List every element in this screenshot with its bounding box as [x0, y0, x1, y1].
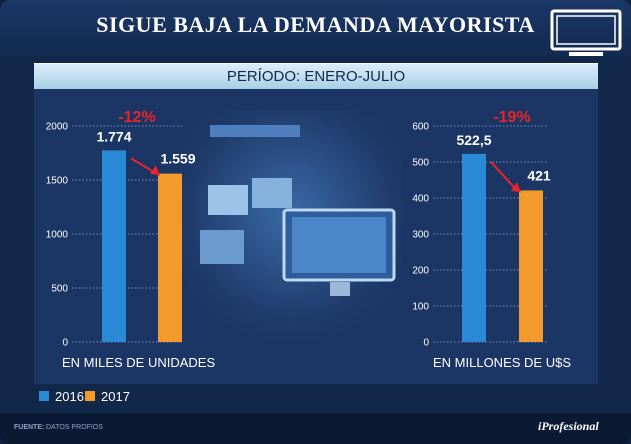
change-arrow-head: [150, 165, 160, 176]
brand-logo: iProfesional: [538, 419, 599, 433]
data-label-2017: 421: [527, 167, 551, 183]
y-tick-label: 500: [412, 158, 429, 169]
period-label: PERÍODO: ENERO-JULIO: [226, 68, 406, 85]
period-bar: PERÍODO: ENERO-JULIO: [34, 63, 598, 89]
legend-label-2017: 2017: [101, 389, 130, 404]
y-tick-label: 1500: [46, 176, 69, 187]
page-title: SIGUE BAJA LA DEMANDA MAYORISTA: [96, 12, 535, 37]
y-tick-label: 0: [423, 338, 429, 349]
change-label: -19%: [493, 109, 530, 126]
bar-2017: [519, 190, 543, 342]
change-arrow-line: [130, 157, 156, 174]
y-tick-label: 300: [412, 230, 429, 241]
y-tick-label: 200: [412, 266, 429, 277]
change-arrow-line: [490, 161, 517, 191]
footer-band: [0, 413, 631, 444]
y-tick-label: 1000: [46, 230, 69, 241]
source-label: FUENTE:: [14, 424, 45, 431]
data-label-2016: 522,5: [456, 132, 491, 148]
x-axis-label: EN MILLONES DE U$S: [433, 355, 571, 370]
legend-label-2016: 2016: [55, 389, 84, 404]
legend-swatch-2016: [39, 391, 49, 401]
tv-icon: [550, 9, 622, 56]
y-tick-label: 400: [412, 194, 429, 205]
bar-2016: [102, 150, 126, 342]
y-tick-label: 600: [412, 122, 429, 133]
bar-2016: [462, 153, 486, 342]
title-band: [0, 0, 631, 56]
change-arrow-head: [511, 182, 521, 193]
store-photo: [180, 110, 402, 340]
bar-2017: [158, 173, 182, 342]
y-tick-label: 0: [62, 338, 68, 349]
source-value: DATOS PROFIOS: [46, 424, 103, 431]
x-axis-label: EN MILES DE UNIDADES: [62, 355, 215, 370]
y-tick-label: 100: [412, 302, 429, 313]
data-label-2017: 1.559: [160, 151, 195, 167]
y-tick-label: 500: [51, 284, 68, 295]
data-label-2016: 1.774: [96, 128, 131, 144]
legend-swatch-2017: [85, 391, 95, 401]
change-label: -12%: [118, 109, 155, 126]
y-tick-label: 2000: [46, 122, 69, 133]
